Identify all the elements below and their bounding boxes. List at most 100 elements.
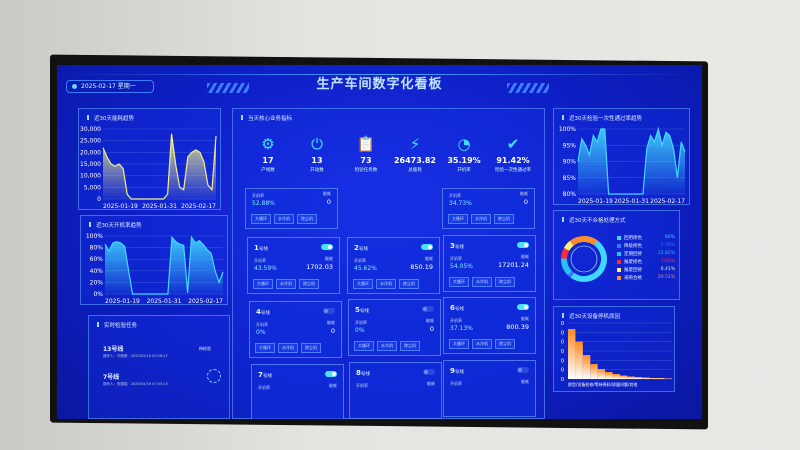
power-toggle[interactable]: [517, 242, 529, 248]
machine-card[interactable]: 开机率 能耗 34.73% 0 大循环 水冷机 除尘机: [442, 188, 535, 229]
device-button[interactable]: 除尘机: [495, 339, 515, 349]
power-toggle[interactable]: [423, 369, 435, 375]
energy-label: 能耗: [425, 256, 433, 261]
inspection-panel: 实时检验任务 13号线 操作人：刘录荣 · 2025/02/16 09:26:4…: [88, 315, 230, 419]
area-fill: [105, 237, 223, 294]
uptime-trend-chart: 0% 20% 40% 60% 80% 100% 2025-01-19 2025-01-31 20…: [86, 233, 224, 305]
legend-swatch: [617, 235, 621, 240]
kpi-label: 检验一次性通过率: [495, 168, 531, 173]
y-tick-label: 0: [561, 377, 564, 383]
header-decoration: [507, 83, 549, 93]
device-button[interactable]: 大循环: [255, 343, 275, 353]
y-tick-label: 95%: [563, 142, 577, 149]
machine-card[interactable]: 开机率 能耗 52.88% 0 大循环 水冷机 除尘机: [245, 188, 338, 229]
machine-card[interactable]: 8号线 开机率 能耗: [349, 362, 442, 419]
device-button[interactable]: 除尘机: [297, 214, 317, 224]
legend-swatch: [617, 275, 621, 280]
downtime-bar: [605, 372, 613, 379]
power-toggle[interactable]: [323, 308, 335, 314]
device-button[interactable]: 水冷机: [472, 339, 492, 349]
device-button[interactable]: 水冷机: [274, 214, 294, 224]
inspection-line[interactable]: 7号线: [103, 374, 120, 381]
machine-card[interactable]: 4号线 开机率 能耗 0% 0 大循环 水冷机 除尘机: [249, 301, 342, 358]
panel-title: 近30天开机率趋势: [89, 221, 142, 229]
y-tick-label: 15,000: [80, 161, 101, 168]
device-button[interactable]: 水冷机: [377, 341, 397, 351]
device-button[interactable]: 水冷机: [471, 214, 491, 224]
energy-label: 能耗: [426, 318, 434, 323]
legend-swatch: [617, 267, 621, 272]
line-name: 1号线: [254, 244, 268, 252]
device-button[interactable]: 除尘机: [494, 214, 514, 224]
power-toggle[interactable]: [422, 306, 434, 312]
y-tick-label: 30,000: [80, 126, 101, 133]
device-button[interactable]: 大循环: [353, 279, 373, 289]
machine-card[interactable]: 3号线 开机率 能耗 54.05% 17201.24 大循环 水冷机 除尘机: [443, 235, 536, 292]
inspection-status: 待检验: [199, 346, 211, 351]
uptime-rate: 0%: [355, 327, 365, 334]
downtime-bar: [582, 355, 591, 379]
donut-inner-ring: [570, 245, 598, 273]
machine-card[interactable]: 9号线 开机率 能耗: [443, 360, 536, 417]
energy-value: 1702.03: [306, 263, 333, 271]
power-toggle[interactable]: [517, 304, 529, 310]
machine-card[interactable]: 6号线 开机率 能耗 37.13% 800.39 大循环 水冷机 除尘机: [443, 297, 536, 354]
machine-card[interactable]: 1号线 开机率 能耗 43.59% 1702.03 大循环 水冷机 除尘机: [247, 237, 340, 294]
y-tick-label: 10,000: [80, 173, 101, 180]
downtime-bar: [627, 376, 635, 379]
x-tick-label: 2025-01-19: [578, 198, 613, 205]
device-button[interactable]: 大循环: [448, 214, 468, 224]
energy-value: 0: [429, 325, 434, 333]
x-tick-label: 2025-02-17: [650, 198, 685, 205]
device-button[interactable]: 水冷机: [276, 279, 296, 289]
inspection-line[interactable]: 13号线: [103, 346, 124, 353]
kpi-label: 开机率: [457, 168, 471, 173]
device-button[interactable]: 除尘机: [301, 343, 321, 353]
legend-value: 20.51%: [657, 275, 675, 280]
downtime-bar: [649, 378, 658, 379]
energy-value: 0: [326, 198, 331, 206]
series-line: [102, 133, 217, 200]
uptime-rate: 52.88%: [252, 200, 275, 207]
legend-value: 2.56%: [660, 243, 675, 248]
monitor-power-icon: ⏻: [311, 135, 323, 153]
device-button[interactable]: 水冷机: [376, 279, 396, 289]
legend-swatch: [617, 243, 621, 248]
power-toggle[interactable]: [325, 371, 337, 377]
disposal-panel: 近30天不合格处理方式 回用修色 60% 降级修色 2.56% 定期回修 12.82% 报废…: [553, 210, 680, 300]
y-tick-label: 0: [561, 368, 564, 374]
disposal-donut-chart: [561, 236, 607, 282]
machine-card[interactable]: 2号线 开机率 能耗 45.62% 850.19 大循环 水冷机 除尘机: [347, 237, 440, 294]
kpi-value: 73: [360, 156, 372, 165]
downtime-bar: [575, 341, 583, 379]
legend-label: 定期回修: [624, 252, 642, 257]
device-button[interactable]: 除尘机: [495, 277, 515, 287]
x-tick-label: 2025-01-19: [105, 298, 140, 305]
device-button[interactable]: 水冷机: [278, 343, 298, 353]
device-button[interactable]: 大循环: [449, 277, 469, 287]
device-button[interactable]: 水冷机: [472, 277, 492, 287]
uptime-rate: 45.62%: [354, 265, 377, 272]
y-tick-label: 40%: [90, 268, 104, 275]
device-button[interactable]: 除尘机: [299, 279, 319, 289]
rate-label: 开机率: [449, 193, 461, 198]
device-button[interactable]: 大循环: [354, 341, 374, 351]
legend-swatch: [617, 259, 621, 264]
device-button[interactable]: 大循环: [251, 214, 271, 224]
legend-label: 报废修色: [624, 260, 642, 265]
machine-card[interactable]: 7号线 开机率 能耗: [251, 364, 344, 419]
line-name: 5号线: [355, 306, 369, 314]
panel-title: 近30天检验一次性通过率趋势: [562, 114, 642, 122]
power-toggle[interactable]: [517, 367, 529, 373]
kpi-5: ✔ 91.42% 检验一次性通过率: [490, 135, 536, 173]
power-toggle[interactable]: [421, 244, 433, 250]
device-button[interactable]: 大循环: [253, 279, 273, 289]
power-toggle[interactable]: [321, 244, 333, 250]
y-tick-label: 20,000: [80, 149, 101, 156]
device-button[interactable]: 除尘机: [400, 341, 420, 351]
machine-card[interactable]: 5号线 开机率 能耗 0% 0 大循环 水冷机 除尘机: [348, 299, 441, 356]
x-tick-label: 2025-01-31: [147, 298, 182, 305]
device-button[interactable]: 除尘机: [399, 279, 419, 289]
globe-icon: [207, 369, 221, 383]
device-button[interactable]: 大循环: [449, 339, 469, 349]
